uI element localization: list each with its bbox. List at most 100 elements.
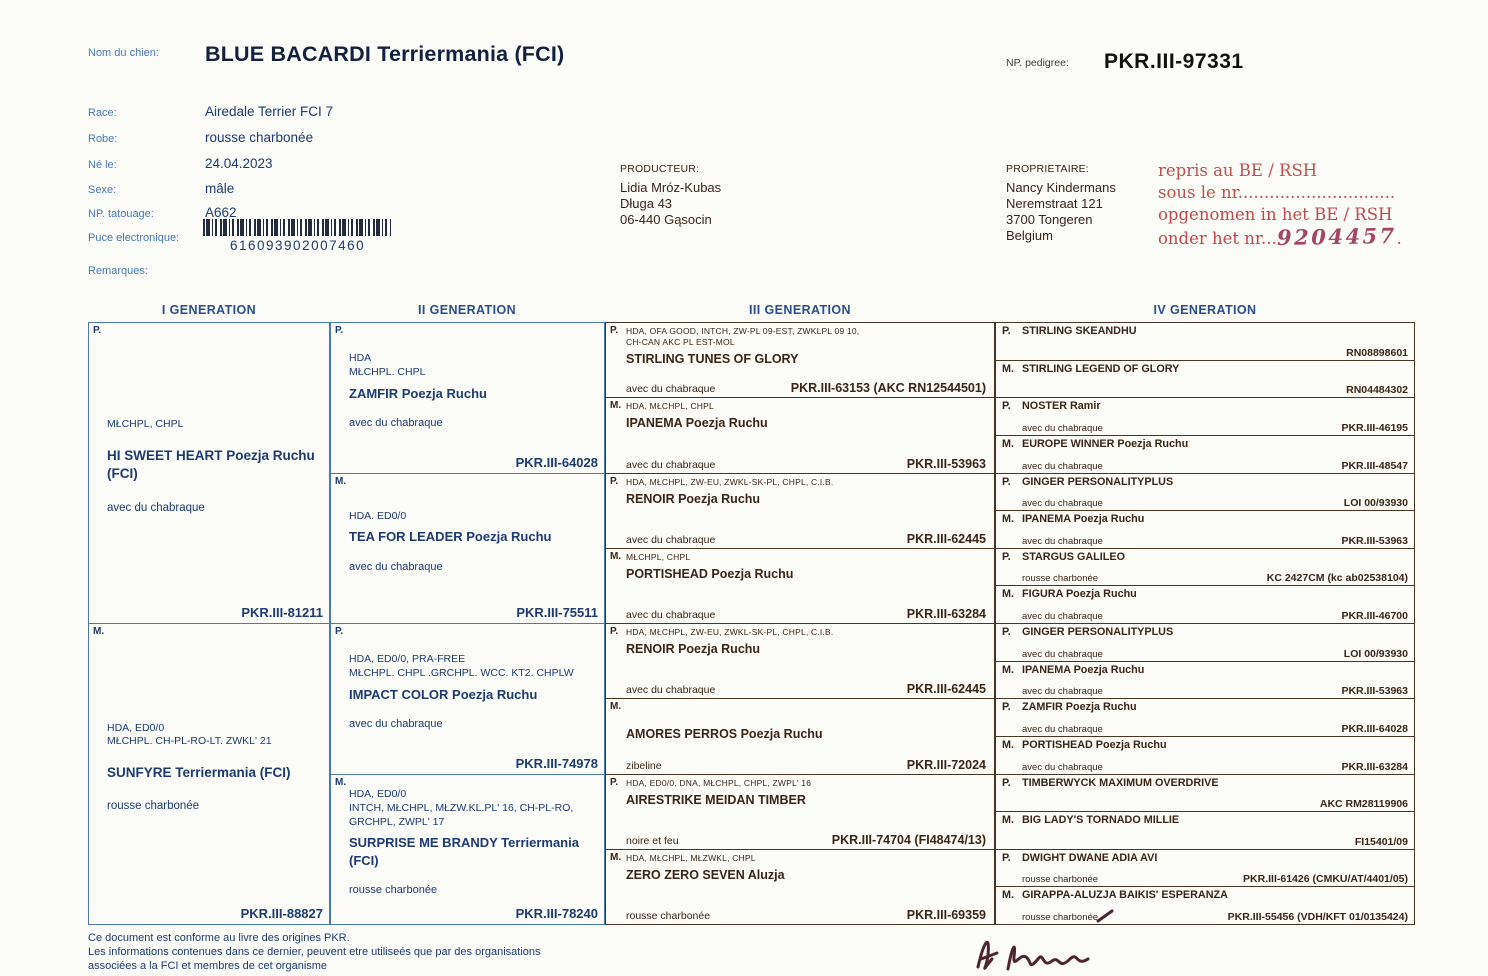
- info-row-remarks: Remarques:: [88, 261, 205, 279]
- dog-name: IPANEMA Poezja Ruchu: [1022, 513, 1145, 526]
- birthdate-label: Né le:: [88, 159, 117, 171]
- pedigree-cell: P. NOSTER Ramir avec du chabraque PKR.III-…: [996, 398, 1414, 436]
- dog-name: ZERO ZERO SEVEN Aluzja: [626, 867, 785, 882]
- sex-marker: P.: [610, 475, 619, 487]
- stamp-line-4-suffix: .: [1396, 229, 1402, 248]
- sex-marker: M.: [1002, 814, 1014, 827]
- sex-marker: P.: [93, 325, 102, 336]
- pedigree-number: PKR.III-97331: [1104, 50, 1244, 73]
- stamp-line-3: opgenomen in het BE / RSH: [1158, 205, 1393, 224]
- generation-4-column: P. STIRLING SKEANDHU RN08898601 M. STIRLIN…: [995, 322, 1415, 925]
- registration-number: PKR.III-46195: [1341, 421, 1408, 434]
- info-row-race: Race: Airedale Terrier FCI 7: [88, 103, 333, 121]
- registration-number: PKR.III-75511: [516, 605, 598, 620]
- pedigree-cell: M. HDA, ED0/0 INTCH, MŁCHPL, MŁZW.KL.PL'…: [331, 775, 604, 925]
- titles: HDA, MŁCHPL, ZW-EU, ZWKL-SK-PL, CHPL, C.…: [626, 627, 834, 637]
- sex-marker: M.: [1002, 362, 1014, 375]
- pedigree-cell: M. HDA, MŁCHPL, CHPL IPANEMA Poezja Ruch…: [606, 398, 994, 474]
- generation-1-column: P. MŁCHPL, CHPL HI SWEET HEART Poezja Ru…: [88, 322, 330, 925]
- coat-color: avec du chabraque: [626, 533, 716, 546]
- registration-number: PKR.III-55456 (VDH/KFT 01/0135424): [1227, 911, 1408, 923]
- coat-color: avec du chabraque: [349, 417, 443, 430]
- sex-marker: M.: [1002, 663, 1014, 676]
- coat-color: avec du chabraque: [1022, 686, 1103, 698]
- generation-2-header: II GENERATION: [417, 303, 517, 317]
- coat-color: rousse charbonée: [1022, 874, 1099, 886]
- dog-name: FIGURA Poezja Ruchu: [1022, 588, 1137, 601]
- coat-color: rousse charbonée: [349, 884, 438, 897]
- dog-name: HI SWEET HEART Poezja Ruchu (FCI): [107, 448, 315, 482]
- owner-block: PROPRIETAIRE: Nancy Kindermans Neremstra…: [1006, 163, 1116, 244]
- stamp-line-4-prefix: onder het nr...: [1158, 229, 1277, 248]
- titles: HDA, MŁCHPL, MŁZWKL, CHPL: [626, 852, 756, 863]
- titles: HDA, ED0/0, PRA-FREE MŁCHPL. CHPL .GRCHP…: [349, 653, 574, 679]
- sex-marker: P.: [1002, 626, 1011, 638]
- dog-name: GINGER PERSONALITYPLUS: [1022, 626, 1174, 638]
- sex-value: mâle: [205, 181, 235, 196]
- dog-name: STIRLING SKEANDHU: [1022, 325, 1137, 337]
- dog-name: RENOIR Poezja Ruchu: [626, 491, 761, 506]
- pedigree-cell: P. STARGUS GALILEO rousse charbonée KC 242…: [996, 549, 1414, 587]
- coat-color: noire et feu: [626, 834, 679, 847]
- stamp-line-1: repris au BE / RSH: [1158, 161, 1318, 180]
- dog-name: TIMBERWYCK MAXIMUM OVERDRIVE: [1022, 776, 1219, 789]
- registration-number: PKR.III-64028: [515, 454, 598, 470]
- coat-color: avec du chabraque: [1022, 498, 1103, 510]
- titles: HDA, MŁCHPL, CHPL: [626, 401, 714, 412]
- generation-2-column: P. HDA MŁCHPL. CHPL ZAMFIR Poezja Ruchu …: [330, 322, 605, 925]
- birthdate-value: 24.04.2023: [205, 156, 273, 171]
- dog-name: GIRAPPA-ALUZJA BAIKIS' ESPERANZA: [1022, 889, 1228, 902]
- sex-marker: M.: [1002, 738, 1014, 751]
- page-title: BLUE BACARDI Terriermania (FCI): [205, 42, 565, 66]
- titles: [626, 702, 986, 713]
- footer-legal-text: Ce document est conforme au livre des or…: [88, 932, 541, 972]
- registration-number: PKR.III-81211: [241, 605, 323, 620]
- coat-color: avec du chabraque: [626, 458, 716, 471]
- registration-number: RN04484302: [1346, 384, 1408, 397]
- coat-color: avec du chabraque: [1022, 422, 1103, 434]
- remarks-label: Remarques:: [88, 265, 148, 277]
- sex-marker: M.: [610, 550, 622, 562]
- info-row-tattoo: NP. tatouage: A662: [88, 204, 237, 222]
- generation-3-column: P. HDA, OFA GOOD, INTCH, ZW-PL 09-EST, Z…: [605, 322, 995, 925]
- pedigree-cell: P. TIMBERWYCK MAXIMUM OVERDRIVE AKC RM281…: [996, 775, 1414, 813]
- coat-color: rousse charbonée: [626, 910, 711, 922]
- generation-1-header: I GENERATION: [161, 303, 257, 317]
- sex-marker: P.: [1002, 550, 1011, 563]
- sex-marker: P.: [1002, 851, 1011, 864]
- info-row-sex: Sexe: mâle: [88, 180, 234, 198]
- registration-number: KC 2427CM (kc ab02538104): [1266, 572, 1408, 585]
- pedigree-cell: M. BIG LADY'S TORNADO MILLIE FI15401/09: [996, 812, 1414, 850]
- registration-number: PKR.III-62445: [906, 531, 986, 546]
- coat-color: rousse charbonée: [1022, 912, 1099, 923]
- pedigree-cell: P. HDA, MŁCHPL, ZW-EU, ZWKL-SK-PL, CHPL,…: [606, 624, 994, 700]
- coat-color: avec du chabraque: [1022, 761, 1103, 773]
- registration-number: PKR.III-88827: [240, 906, 323, 921]
- registration-number: PKR.III-69359: [906, 908, 986, 922]
- registration-number: RN08898601: [1346, 346, 1408, 359]
- registration-number: PKR.III-46700: [1341, 610, 1408, 622]
- registration-number: PKR.III-74704 (FI48474/13): [831, 832, 986, 847]
- pedigree-cell: P. HDA, ED0/0, PRA-FREE MŁCHPL. CHPL .GR…: [331, 624, 604, 775]
- pedigree-cell: M. PORTISHEAD Poezja Ruchu avec du chabra…: [996, 737, 1414, 775]
- coat-color: avec du chabraque: [349, 560, 443, 573]
- pedigree-cell: M. STIRLING LEGEND OF GLORY RN04484302: [996, 361, 1414, 399]
- coat-color: avec du chabraque: [1022, 611, 1103, 622]
- pedigree-cell: M. MŁCHPL, CHPL PORTISHEAD Poezja Ruchu …: [606, 549, 994, 624]
- registration-number: LOI 00/93930: [1343, 497, 1408, 510]
- pedigree-number-label: NP. pedigree:: [1006, 57, 1069, 69]
- titles: HDA, ED0/0 MŁCHPL. CH-PL-RO-LT. ZWKL' 21: [107, 721, 272, 748]
- pedigree-cell: P. GINGER PERSONALITYPLUS avec du chabraq…: [996, 624, 1414, 662]
- pedigree-cell: M. HDA. ED0/0 TEA FOR LEADER Poezja Ruch…: [331, 474, 604, 624]
- race-label: Race:: [88, 107, 117, 119]
- pedigree-table: I GENERATION II GENERATION III GENERATIO…: [88, 303, 1415, 925]
- signature: [976, 909, 1114, 971]
- dog-name: AIRESTRIKE MEIDAN TIMBER: [626, 792, 806, 807]
- barcode: [203, 219, 391, 236]
- registration-number: PKR.III-53963: [1341, 534, 1408, 547]
- coat-color: avec du chabraque: [626, 383, 716, 396]
- dog-name: IPANEMA Poezja Ruchu: [626, 416, 768, 431]
- dog-name: SURPRISE ME BRANDY Terriermania (FCI): [349, 835, 579, 868]
- dog-name: AMORES PERROS Poezja Ruchu: [626, 727, 823, 742]
